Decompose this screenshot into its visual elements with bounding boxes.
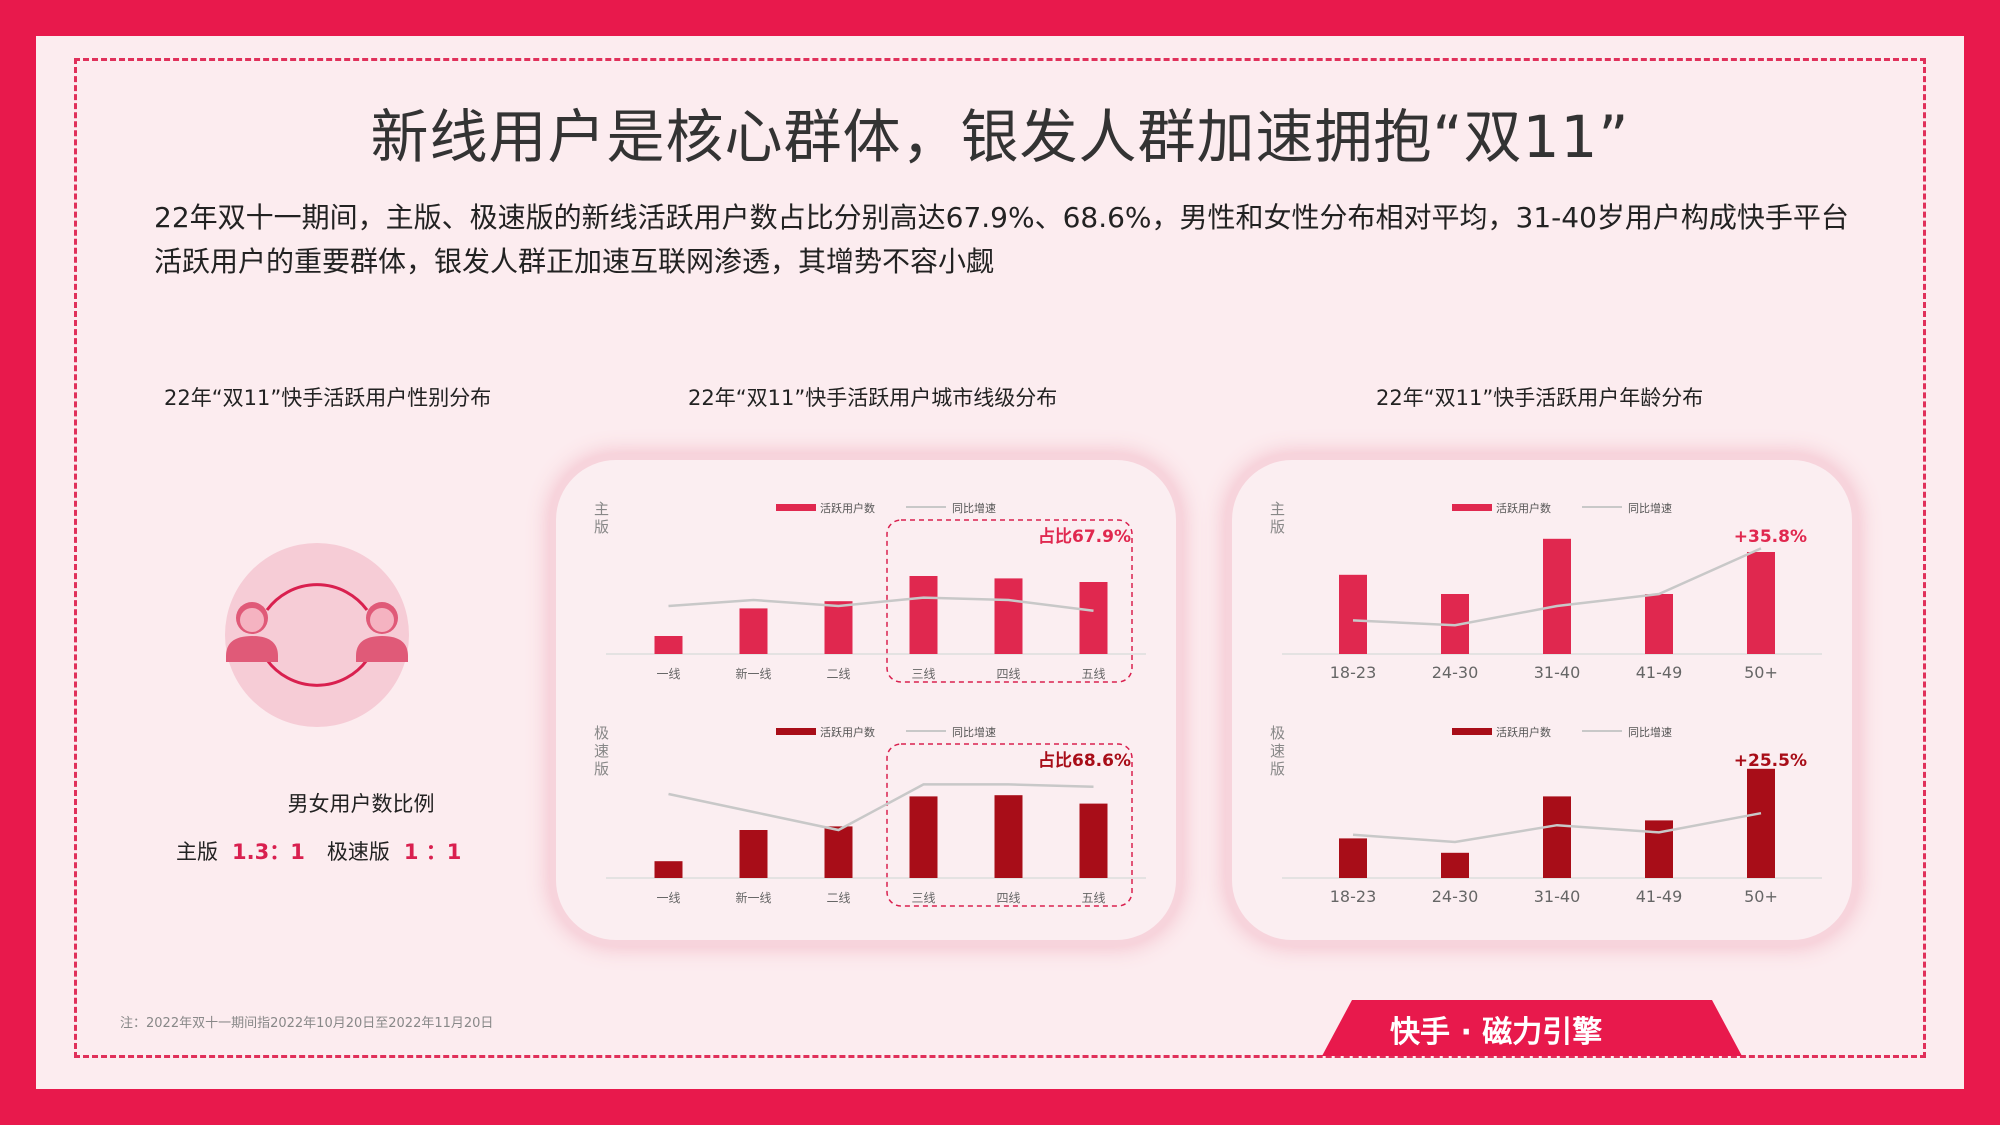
city-main-legend-bar-swatch xyxy=(776,504,816,511)
age-lite-panel-label-char: 极 xyxy=(1270,724,1285,742)
city-lite-x-tick-label: 四线 xyxy=(996,891,1020,905)
city-lite-x-tick-label: 一线 xyxy=(656,891,680,905)
age-lite-panel-label-char: 速 xyxy=(1270,742,1285,760)
age-lite-bar xyxy=(1339,838,1367,878)
lite-version-ratio: 1 ：1 xyxy=(403,840,462,864)
city-lite-panel-label-char: 版 xyxy=(594,760,609,778)
city-lite-legend-bar-swatch xyxy=(776,728,816,735)
city-chart-card xyxy=(556,460,1176,940)
city-main-x-tick-label: 五线 xyxy=(1081,667,1105,681)
age-lite-growth-line xyxy=(1352,811,1762,844)
gender-ratio-label: 男女用户数比例 xyxy=(287,792,435,816)
age-lite-x-tick-label: 18-23 xyxy=(1330,887,1377,906)
dashed-frame xyxy=(74,58,1926,1058)
age-main-x-tick-label: 24-30 xyxy=(1432,663,1479,682)
city-lite-x-tick-label: 五线 xyxy=(1081,891,1105,905)
age-lite-bar xyxy=(1543,796,1571,878)
city-lite-x-tick-label: 新一线 xyxy=(735,890,771,905)
city-lite-growth-line xyxy=(668,783,1094,832)
city-main-annotation: 占比67.9% xyxy=(1038,526,1131,547)
city-lite-annotation: 占比68.6% xyxy=(1038,750,1131,771)
city-main-x-tick-label: 一线 xyxy=(656,667,680,681)
age-main-bar xyxy=(1543,538,1571,654)
age-main-x-tick-label: 41-49 xyxy=(1636,663,1683,682)
city-main-x-tick-label: 新一线 xyxy=(735,666,771,681)
age-main-bar xyxy=(1339,574,1367,654)
age-main-x-tick-label: 31-40 xyxy=(1534,663,1581,682)
age-lite-bar xyxy=(1747,768,1775,878)
age-lite-x-tick-label: 31-40 xyxy=(1534,887,1581,906)
city-lite-legend-line-label: 同比增速 xyxy=(952,725,996,739)
city-section-title: 22年“双11”快手活跃用户城市线级分布 xyxy=(688,386,1058,410)
age-lite-legend-bar-label: 活跃用户数 xyxy=(1496,725,1551,739)
male-female-users-icon xyxy=(225,543,409,727)
age-lite-legend-line-label: 同比增速 xyxy=(1628,725,1672,739)
age-main-panel-label-char: 主 xyxy=(1270,500,1285,518)
city-main-x-tick-label: 三线 xyxy=(911,667,935,681)
age-lite-x-tick-label: 50+ xyxy=(1744,887,1778,906)
city-lite-bar xyxy=(994,795,1023,878)
age-main-annotation: +35.8% xyxy=(1734,527,1807,547)
city-main-bar xyxy=(994,578,1023,654)
city-lite-panel-label-char: 速 xyxy=(594,742,609,760)
age-main-x-tick-label: 18-23 xyxy=(1330,663,1377,682)
slide: 新线用户是核心群体，银发人群加速拥抱“双11” 22年双十一期间，主版、极速版的… xyxy=(36,36,1964,1089)
age-lite-x-tick-label: 41-49 xyxy=(1636,887,1683,906)
age-main-legend-line-label: 同比增速 xyxy=(1628,501,1672,515)
gender-section-title: 22年“双11”快手活跃用户性别分布 xyxy=(164,386,492,410)
lite-version-label: 极速版 xyxy=(326,840,390,864)
age-main-legend-bar-swatch xyxy=(1452,504,1492,511)
city-lite-panel-label-char: 极 xyxy=(594,724,609,742)
city-main-bar xyxy=(1079,582,1108,654)
city-main-x-tick-label: 四线 xyxy=(996,667,1020,681)
age-main-x-tick-label: 50+ xyxy=(1744,663,1778,682)
main-version-label: 主版 xyxy=(176,840,218,864)
age-main-bar xyxy=(1747,552,1775,654)
age-lite-bar xyxy=(1441,852,1469,878)
city-lite-bar xyxy=(739,830,768,878)
city-lite-legend-bar-label: 活跃用户数 xyxy=(820,725,875,739)
age-lite-panel-label-char: 版 xyxy=(1270,760,1285,778)
age-main-bar xyxy=(1645,594,1673,654)
city-main-legend-bar-label: 活跃用户数 xyxy=(820,501,875,515)
city-lite-highlight-box xyxy=(886,743,1133,907)
age-lite-chart: 极速版 活跃用户数 同比增速 +25.5% 18-23 24-30 31-40 41-49 50… xyxy=(1270,724,1822,906)
age-main-growth-line xyxy=(1352,547,1762,627)
age-lite-annotation: +25.5% xyxy=(1734,751,1807,771)
age-section-title: 22年“双11”快手活跃用户年龄分布 xyxy=(1376,386,1704,410)
gender-ratio-row: 主版 1.3：1 极速版 1 ：1 xyxy=(176,836,483,866)
age-lite-bar xyxy=(1645,820,1673,878)
city-lite-bar xyxy=(1079,803,1108,878)
city-lite-x-tick-label: 三线 xyxy=(911,891,935,905)
page-title: 新线用户是核心群体，银发人群加速拥抱“双11” xyxy=(370,103,1630,171)
city-main-legend-line-label: 同比增速 xyxy=(952,501,996,515)
city-main-bar xyxy=(654,636,683,654)
age-main-chart: 主版 活跃用户数 同比增速 +35.8% 18-23 24-30 31-40 41-49 50+ xyxy=(1270,500,1822,682)
city-lite-bar xyxy=(909,796,938,878)
age-lite-x-tick-label: 24-30 xyxy=(1432,887,1479,906)
summary-text: 22年双十一期间，主版、极速版的新线活跃用户数占比分别高达67.9%、68.6%… xyxy=(154,201,1849,278)
city-lite-bar xyxy=(654,861,683,878)
footer-brand: 快手 · 磁力引擎 xyxy=(1390,1015,1603,1050)
city-lite-x-tick-label: 二线 xyxy=(826,891,850,905)
city-main-x-tick-label: 二线 xyxy=(826,667,850,681)
city-main-bar xyxy=(909,576,938,654)
city-main-panel-label-char: 版 xyxy=(594,518,609,536)
age-main-legend-bar-label: 活跃用户数 xyxy=(1496,501,1551,515)
city-main-bar xyxy=(739,608,768,654)
age-lite-legend-bar-swatch xyxy=(1452,728,1492,735)
footnote: 注：2022年双十一期间指2022年10月20日至2022年11月20日 xyxy=(120,1016,494,1031)
main-version-ratio: 1.3：1 xyxy=(232,840,305,864)
city-main-growth-line xyxy=(668,596,1094,613)
city-main-highlight-box xyxy=(886,519,1133,683)
city-main-panel-label-char: 主 xyxy=(594,500,609,518)
age-main-panel-label-char: 版 xyxy=(1270,518,1285,536)
city-lite-bar xyxy=(824,826,853,878)
footer-tab xyxy=(1322,1000,1742,1056)
city-main-bar xyxy=(824,601,853,654)
